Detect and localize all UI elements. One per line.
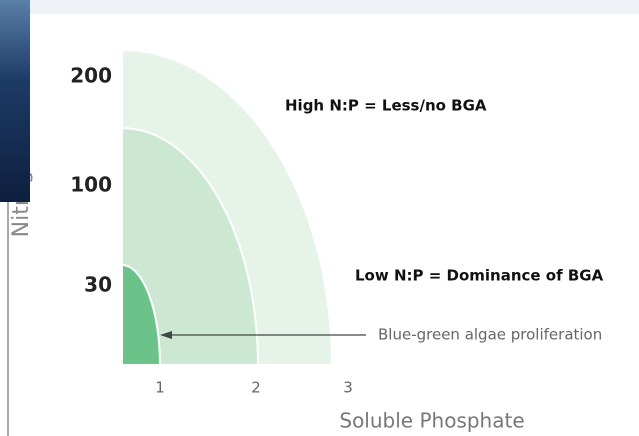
x-label: 3 [343, 379, 353, 397]
y-label: 200 [70, 64, 112, 88]
proliferation-annotation: Blue-green algae proliferation [378, 326, 602, 344]
top-blur [30, 0, 639, 14]
photo [0, 0, 30, 202]
x-axis-title: Soluble Phosphate [339, 409, 524, 433]
diagram: Nitrogen 200 100 30 1 2 3 Soluble Phosph… [0, 0, 639, 436]
y-label: 30 [84, 273, 112, 297]
y-label: 100 [70, 173, 112, 197]
low-annotation: Low N:P = Dominance of BGA [355, 267, 604, 285]
x-label: 1 [155, 379, 165, 397]
high-annotation: High N:P = Less/no BGA [285, 97, 487, 115]
x-label: 2 [251, 379, 261, 397]
